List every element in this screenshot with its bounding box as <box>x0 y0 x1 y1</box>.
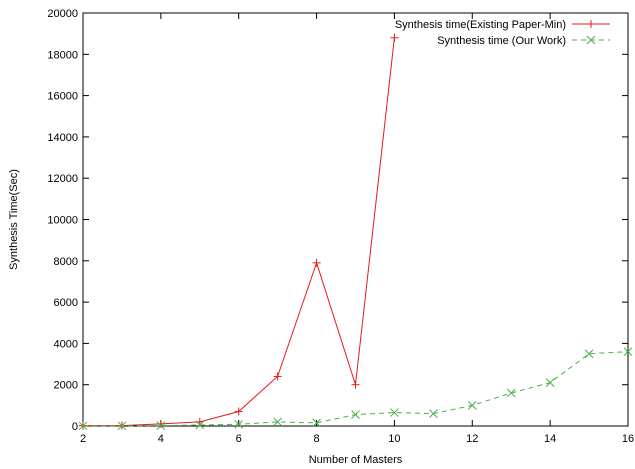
y-tick-label: 8000 <box>54 256 78 268</box>
series-2-point <box>312 418 321 428</box>
y-tick-label: 6000 <box>54 297 78 309</box>
y-tick-label: 2000 <box>54 380 78 392</box>
axis-ticks: 2 4 6 8 10 12 14 16 0 2000 4000 6000 8000 10000 12000 1… <box>47 8 634 445</box>
y-tick-label: 18000 <box>47 49 78 61</box>
y-tick-label: 16000 <box>47 91 78 103</box>
series-2-point <box>351 410 360 419</box>
legend: Synthesis time(Existing Paper-Min) Synthe… <box>395 19 610 47</box>
plot-frame <box>82 12 629 427</box>
series-2-point <box>390 408 399 417</box>
plot-border <box>82 12 629 427</box>
series-1-point <box>273 372 282 381</box>
x-tick-label: 12 <box>466 433 478 445</box>
legend-label: Synthesis time (Our Work) <box>437 35 566 47</box>
y-tick-label: 14000 <box>47 132 78 144</box>
series-2-point <box>195 420 205 430</box>
series-2-point <box>78 421 88 431</box>
series-1-point <box>156 419 165 428</box>
series-1-point <box>234 407 243 416</box>
series-2 <box>78 347 633 431</box>
series-2-point <box>467 400 477 410</box>
x-tick-label: 10 <box>388 433 400 445</box>
series-1-point <box>312 258 321 267</box>
series-1-point <box>351 380 360 389</box>
y-tick-label: 4000 <box>54 338 78 350</box>
x-tick-label: 2 <box>80 433 86 445</box>
series-1-point <box>390 33 399 42</box>
legend-marker <box>586 35 596 45</box>
series-2-point <box>584 349 594 359</box>
series-layer <box>78 33 633 431</box>
x-tick-label: 4 <box>158 433 164 445</box>
x-tick-label: 6 <box>236 433 242 445</box>
series-2-point <box>117 421 127 431</box>
y-axis-label: Synthesis Time(Sec) <box>8 169 20 270</box>
legend-marker <box>587 20 595 28</box>
y-tick-label: 0 <box>72 421 78 433</box>
series-2-point <box>234 419 244 429</box>
series-2-point <box>429 409 438 418</box>
series-1-line <box>83 37 395 427</box>
series-2-point <box>545 378 555 387</box>
y-tick-label: 20000 <box>47 8 78 20</box>
legend-label: Synthesis time(Existing Paper-Min) <box>395 19 566 31</box>
series-1 <box>79 33 399 430</box>
series-2-point <box>623 347 633 357</box>
x-tick-label: 8 <box>314 433 320 445</box>
x-axis-label: Number of Masters <box>309 454 403 466</box>
y-tick-label: 12000 <box>47 173 78 185</box>
series-2-point <box>156 421 166 430</box>
series-2-point <box>506 388 516 398</box>
x-tick-label: 14 <box>544 433 556 445</box>
x-tick-label: 16 <box>622 433 634 445</box>
y-tick-label: 10000 <box>47 215 78 227</box>
series-2-point <box>273 417 282 427</box>
